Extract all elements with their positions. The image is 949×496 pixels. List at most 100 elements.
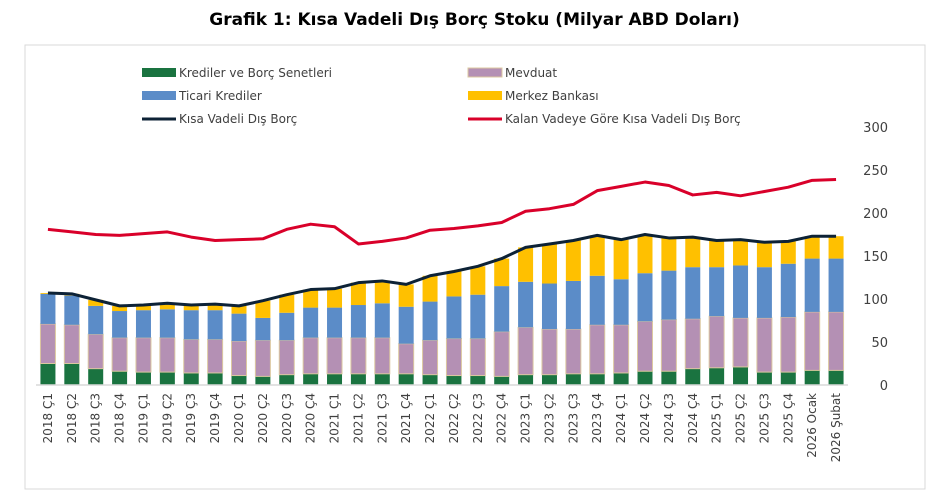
y-tick-label: 200 [863, 207, 888, 222]
bar-mevduat [613, 324, 630, 374]
x-tick-label: 2019 Ç4 [208, 393, 222, 443]
x-tick-label: 2022 Ç2 [447, 393, 461, 443]
x-tick-label: 2019 Ç2 [160, 393, 174, 443]
bar-krediler-ve-bor-senetleri [518, 374, 534, 385]
bar-krediler-ve-bor-senetleri [709, 367, 725, 385]
bar-krediler-ve-bor-senetleri [350, 373, 366, 385]
bar-merkez-bankas- [303, 289, 319, 308]
bar-ticari-krediler [685, 267, 701, 319]
bar-krediler-ve-bor-senetleri [88, 368, 104, 385]
x-tick-label: 2021 Ç2 [351, 393, 365, 443]
x-tick-label: 2022 Ç3 [471, 393, 485, 443]
bar-ticari-krediler [207, 310, 223, 340]
bar-krediler-ve-bor-senetleri [303, 373, 319, 385]
bar-krediler-ve-bor-senetleri [255, 376, 271, 385]
bar-krediler-ve-bor-senetleri [637, 371, 653, 385]
legend-label: Mevduat [505, 66, 557, 80]
bar-ticari-krediler [828, 258, 844, 312]
bar-krediler-ve-bor-senetleri [374, 373, 390, 385]
bar-ticari-krediler [159, 309, 175, 338]
line-kalan-vadeye-g-re-k-sa-vadeli-d-bor- [47, 177, 837, 246]
x-tick-label: 2023 Ç2 [542, 393, 556, 443]
x-tick-label: 2018 Ç2 [65, 393, 79, 443]
bar-ticari-krediler [303, 307, 319, 338]
legend-label: Kısa Vadeli Dış Borç [179, 112, 297, 126]
bar-merkez-bankas- [518, 247, 534, 282]
bar-mevduat [39, 323, 56, 365]
bar-merkez-bankas- [685, 237, 701, 268]
bar-mevduat [422, 339, 439, 376]
bar-merkez-bankas- [828, 236, 844, 259]
bar-ticari-krediler [518, 281, 534, 328]
legend-label: Merkez Bankası [505, 89, 599, 103]
bar-ticari-krediler [374, 303, 390, 338]
x-tick-label: 2025 Ç1 [710, 393, 724, 443]
bar-mevduat [541, 328, 558, 376]
bar-ticari-krediler [135, 310, 151, 338]
bar-ticari-krediler [541, 283, 557, 330]
x-tick-label: 2024 Ç1 [614, 393, 628, 443]
bar-krediler-ve-bor-senetleri [565, 373, 581, 385]
bar-krediler-ve-bor-senetleri [159, 372, 175, 385]
bar-merkez-bankas- [374, 280, 390, 304]
bar-krediler-ve-bor-senetleri [135, 372, 151, 385]
bar-ticari-krediler [756, 267, 772, 318]
x-tick-label: 2019 Ç3 [184, 393, 198, 443]
bar-ticari-krediler [255, 317, 271, 341]
bar-mevduat [445, 338, 462, 377]
bar-krediler-ve-bor-senetleri [470, 375, 486, 385]
bar-mevduat [278, 339, 295, 376]
bar-ticari-krediler [780, 263, 796, 318]
bar-ticari-krediler [470, 294, 486, 339]
bar-ticari-krediler [565, 280, 581, 330]
x-tick-label: 2025 Ç4 [781, 393, 795, 443]
bar-mevduat [756, 317, 773, 373]
bar-merkez-bankas- [422, 275, 438, 302]
bar-merkez-bankas- [446, 271, 462, 297]
bar-krediler-ve-bor-senetleri [446, 375, 462, 385]
bar-ticari-krediler [494, 286, 510, 332]
bar-merkez-bankas- [398, 284, 414, 307]
bar-ticari-krediler [589, 275, 605, 325]
bar-ticari-krediler [112, 311, 128, 338]
bar-krediler-ve-bor-senetleri [112, 371, 128, 385]
y-tick-label: 250 [863, 164, 888, 179]
bar-merkez-bankas- [565, 240, 581, 281]
bar-merkez-bankas- [637, 234, 653, 274]
legend-label: Ticari Krediler [178, 89, 262, 103]
bar-merkez-bankas- [589, 235, 605, 276]
bar-merkez-bankas- [255, 300, 271, 318]
legend-swatch [142, 91, 176, 100]
bar-ticari-krediler [804, 258, 820, 312]
bar-mevduat [374, 337, 391, 375]
bar-ticari-krediler [661, 270, 677, 320]
legend-swatch [142, 68, 176, 77]
bar-ticari-krediler [637, 273, 653, 322]
bar-merkez-bankas- [541, 243, 557, 284]
bar-mevduat [207, 338, 224, 374]
y-tick-label: 0 [880, 379, 888, 394]
bar-krediler-ve-bor-senetleri [64, 363, 80, 385]
bar-ticari-krediler [327, 307, 343, 338]
x-tick-label: 2025 Ç2 [734, 393, 748, 443]
bar-krediler-ve-bor-senetleri [756, 372, 772, 385]
bar-merkez-bankas- [88, 299, 104, 306]
bar-krediler-ve-bor-senetleri [613, 372, 629, 385]
bar-merkez-bankas- [135, 305, 151, 311]
bar-mevduat [350, 337, 367, 375]
bar-mevduat [804, 311, 821, 371]
bar-mevduat [493, 331, 510, 377]
bar-mevduat [565, 328, 582, 375]
bar-ticari-krediler [40, 293, 56, 324]
bar-krediler-ve-bor-senetleri [589, 373, 605, 385]
bar-krediler-ve-bor-senetleri [231, 375, 247, 385]
x-tick-label: 2026 Ocak [805, 393, 819, 458]
bar-mevduat [469, 338, 486, 377]
bar-ticari-krediler [446, 296, 462, 339]
x-tick-label: 2021 Ç1 [328, 393, 342, 443]
bar-mevduat [732, 317, 749, 368]
bar-merkez-bankas- [159, 303, 175, 310]
x-tick-label: 2018 Ç1 [41, 393, 55, 443]
bar-mevduat [183, 338, 200, 374]
